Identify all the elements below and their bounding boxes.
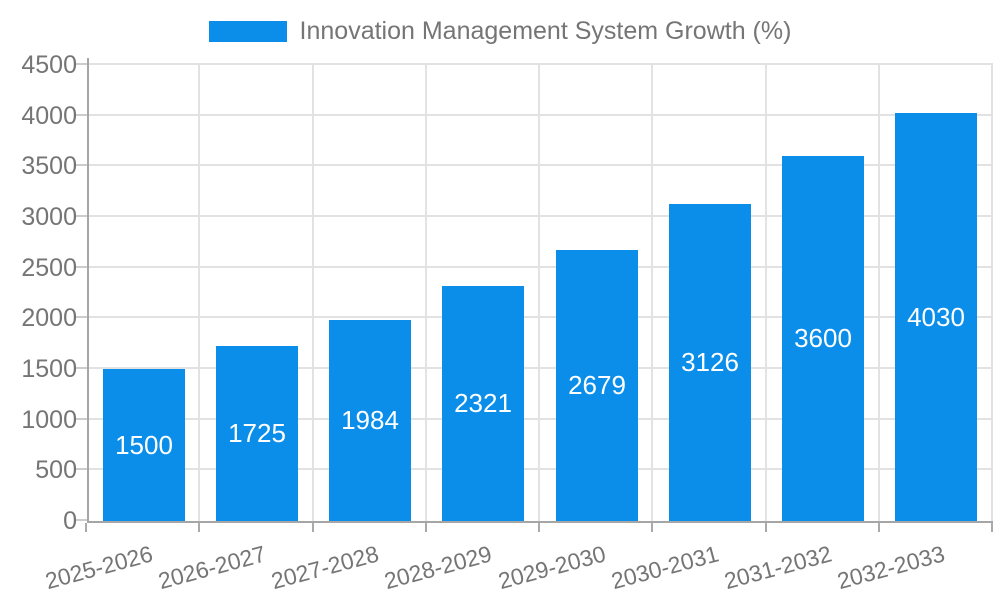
y-axis-tick-label: 4500 xyxy=(21,51,77,79)
x-axis-tick-label: 2029-2030 xyxy=(495,540,608,595)
gridline-horizontal xyxy=(87,164,993,166)
gridline-vertical xyxy=(765,65,767,521)
gridline-horizontal xyxy=(87,114,993,116)
bar-value-label: 1984 xyxy=(341,405,399,435)
x-axis-tick-label: 2025-2026 xyxy=(42,540,155,595)
y-axis-tick-label: 1500 xyxy=(21,355,77,383)
x-axis-tick xyxy=(765,523,767,532)
x-axis-tick xyxy=(538,523,540,532)
y-axis-tick-label: 2000 xyxy=(21,304,77,332)
y-axis-tick xyxy=(76,164,87,166)
x-axis-tick xyxy=(425,523,427,532)
y-axis-tick xyxy=(76,519,87,521)
y-axis-tick-label: 4000 xyxy=(21,102,77,130)
x-axis-tick xyxy=(651,523,653,532)
x-axis-tick-label: 2026-2027 xyxy=(155,540,269,595)
bar-value-label: 3126 xyxy=(681,347,739,377)
gridline-horizontal xyxy=(87,63,993,65)
gridline-horizontal xyxy=(87,215,993,217)
bar-2025-2026: 1500 xyxy=(103,369,185,521)
y-axis-tick-label: 2500 xyxy=(21,254,77,282)
gridline-horizontal xyxy=(87,316,993,318)
bar-2032-2033: 4030 xyxy=(895,113,977,521)
bar-2029-2030: 2679 xyxy=(556,250,638,521)
bar-value-label: 2321 xyxy=(454,388,512,418)
legend-swatch xyxy=(208,20,287,42)
x-axis-tick xyxy=(85,523,87,532)
gridline-horizontal xyxy=(87,266,993,268)
y-axis-tick xyxy=(76,367,87,369)
gridline-vertical xyxy=(538,65,540,521)
bar-value-label: 1500 xyxy=(115,429,173,460)
gridline-vertical xyxy=(878,65,880,521)
bar-2026-2027: 1725 xyxy=(216,346,298,521)
gridline-vertical xyxy=(651,65,653,521)
y-axis-tick xyxy=(76,316,87,318)
x-axis-line xyxy=(87,521,993,523)
bar-2027-2028: 1984 xyxy=(329,320,411,521)
gridline-vertical xyxy=(991,65,993,521)
legend: Innovation Management System Growth (%) xyxy=(0,16,1000,46)
y-axis-tick-label: 0 xyxy=(63,507,77,535)
x-axis-tick-label: 2028-2029 xyxy=(381,540,495,595)
x-axis-tick-label: 2032-2033 xyxy=(834,540,948,595)
x-axis-tick xyxy=(198,523,200,532)
y-axis-tick-label: 3500 xyxy=(21,152,77,180)
bar-2031-2032: 3600 xyxy=(782,156,864,521)
gridline-horizontal xyxy=(87,367,993,369)
gridline-vertical xyxy=(312,65,314,521)
bar-2030-2031: 3126 xyxy=(669,204,751,521)
legend-item[interactable]: Innovation Management System Growth (%) xyxy=(208,16,792,46)
bar-2028-2029: 2321 xyxy=(442,286,524,521)
y-axis-tick-label: 500 xyxy=(35,456,77,484)
y-axis-tick xyxy=(76,418,87,420)
y-axis-tick xyxy=(76,266,87,268)
bar-value-label: 1725 xyxy=(228,418,286,448)
y-axis-tick xyxy=(76,114,87,116)
bar-value-label: 3600 xyxy=(794,323,852,353)
gridline-horizontal xyxy=(87,468,993,470)
gridline-vertical xyxy=(198,65,200,521)
gridline-vertical xyxy=(425,65,427,521)
x-axis-tick-label: 2031-2032 xyxy=(721,540,835,595)
y-axis-tick xyxy=(76,215,87,217)
y-axis-tick xyxy=(76,63,87,65)
bar-value-label: 4030 xyxy=(907,301,965,332)
y-axis-tick-label: 3000 xyxy=(21,203,77,231)
gridline-horizontal xyxy=(87,418,993,420)
x-axis-tick xyxy=(312,523,314,532)
x-axis-tick-label: 2030-2031 xyxy=(608,540,722,595)
bar-value-label: 2679 xyxy=(568,370,626,400)
x-axis-tick xyxy=(991,523,993,532)
x-axis-tick-label: 2027-2028 xyxy=(268,540,382,595)
y-axis-line xyxy=(87,58,89,523)
plot-area: 1500 1725 1984 2321 2679 3126 3600 4030 xyxy=(76,58,993,532)
y-axis-tick xyxy=(76,468,87,470)
legend-label: Innovation Management System Growth (%) xyxy=(299,16,792,45)
y-axis-tick-label: 1000 xyxy=(21,406,77,434)
x-axis-tick xyxy=(878,523,880,532)
